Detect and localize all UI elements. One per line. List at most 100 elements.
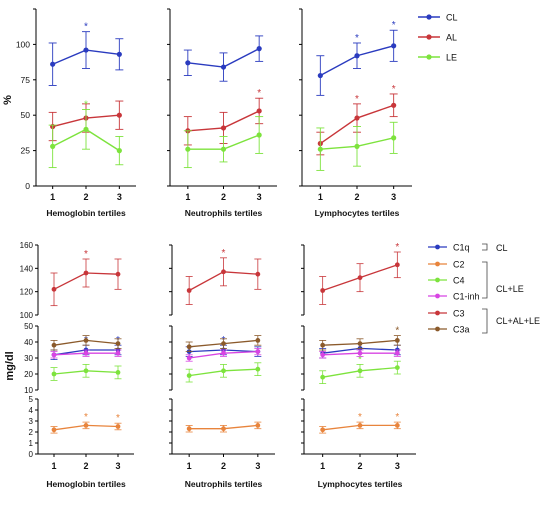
top-panel-2: 1 2 3 Neutrophils tertiles * — [167, 8, 277, 218]
series-c2 — [185, 421, 262, 433]
data-point — [83, 338, 89, 343]
legend-label: C3 — [453, 309, 465, 319]
data-point — [51, 371, 57, 377]
data-point — [50, 61, 56, 67]
series-cl: ** — [316, 20, 398, 96]
data-point — [186, 355, 192, 361]
group-bracket — [482, 308, 488, 334]
y-tick-label: 20 — [24, 370, 33, 379]
data-point — [255, 349, 261, 354]
data-point — [320, 427, 326, 433]
data-point — [115, 341, 121, 346]
top-panel-x-axis-label: Hemoglobin tertiles — [46, 208, 126, 218]
series-c4 — [50, 363, 122, 381]
x-tick-label: 3 — [391, 192, 396, 202]
series-c3a: * — [319, 326, 401, 351]
legend-label: C4 — [453, 276, 465, 286]
significance-marker: * — [392, 20, 396, 31]
top-y-axis-label: % — [2, 95, 14, 105]
data-point — [116, 148, 122, 154]
significance-marker: * — [358, 354, 362, 365]
x-tick-label: 1 — [320, 461, 325, 471]
x-tick-label: 3 — [115, 461, 120, 471]
y-tick-label: 100 — [16, 39, 30, 49]
data-point — [256, 108, 262, 114]
data-point — [394, 262, 400, 268]
legend-label: C1-inh — [453, 292, 480, 302]
data-point — [354, 143, 360, 149]
data-point — [83, 47, 89, 53]
top-panel-x-axis-label: Neutrophils tertiles — [185, 208, 263, 218]
significance-marker: * — [222, 248, 226, 259]
y-tick-label: 120 — [20, 288, 34, 297]
group-label: CL+AL+LE — [496, 316, 540, 326]
data-point — [115, 424, 121, 429]
significance-marker: * — [84, 100, 88, 111]
data-point — [357, 350, 363, 356]
bottom-legend: C1q C2 C4 C1-inh C3 C3a CL CL+LE CL+AL+LE — [428, 243, 540, 335]
data-point — [317, 146, 323, 152]
data-point — [255, 271, 261, 277]
group-label: CL+LE — [496, 284, 524, 294]
bottom-panel-x-axis-label: Neutrophils tertiles — [185, 479, 263, 489]
series-c3: * — [185, 248, 262, 305]
data-point — [185, 60, 191, 66]
series-cl — [183, 35, 264, 82]
data-point — [115, 271, 121, 277]
data-point — [51, 352, 57, 358]
data-point — [221, 269, 226, 275]
series-c2: * * — [319, 412, 401, 434]
data-point — [51, 286, 57, 292]
data-point — [320, 374, 326, 380]
data-point — [116, 112, 122, 118]
top-panel-1: 0 25 50 75 100 1 2 3 Hemoglobin tertiles * * — [16, 8, 136, 218]
legend-marker — [435, 293, 440, 299]
data-point — [186, 426, 192, 432]
data-point — [354, 115, 360, 121]
data-point — [317, 72, 323, 79]
x-tick-label: 2 — [357, 461, 362, 471]
significance-marker: * — [257, 88, 261, 99]
data-point — [221, 350, 226, 356]
y-tick-label: 75 — [21, 75, 31, 85]
x-tick-label: 1 — [50, 192, 55, 202]
group-label: CL — [496, 243, 508, 253]
data-point — [255, 338, 261, 343]
x-tick-label: 3 — [257, 192, 262, 202]
series-c1-inh — [319, 349, 401, 359]
bottom-panel-x-axis-label: Lymphocytes tertiles — [318, 479, 403, 489]
series-cl: * — [48, 22, 124, 86]
data-point — [320, 288, 326, 293]
x-tick-label: 1 — [318, 192, 323, 202]
significance-marker: * — [84, 22, 88, 33]
y-tick-label: 3 — [29, 417, 34, 426]
x-tick-label: 3 — [395, 461, 400, 471]
data-point — [83, 423, 89, 428]
series-c3a — [50, 335, 122, 351]
legend-label: C1q — [453, 243, 470, 253]
y-tick-label: 0 — [25, 181, 30, 191]
data-point — [83, 270, 89, 276]
series-le: * — [48, 100, 124, 169]
x-tick-label: 2 — [83, 192, 88, 202]
series-c1-inh — [50, 349, 122, 359]
x-tick-label: 2 — [221, 461, 226, 471]
legend-label: C2 — [453, 260, 465, 270]
x-tick-label: 3 — [255, 461, 260, 471]
data-point — [51, 427, 57, 433]
significance-marker: * — [84, 412, 88, 423]
data-point — [357, 368, 363, 374]
significance-marker: * — [358, 412, 362, 423]
data-point — [320, 352, 326, 358]
x-tick-label: 2 — [221, 192, 226, 202]
y-tick-label: 10 — [24, 386, 33, 395]
bottom-panel-x-axis-label: Hemoglobin tertiles — [46, 479, 126, 489]
y-tick-label: 4 — [29, 406, 34, 415]
top-legend: CL AL LE — [418, 13, 458, 63]
data-point — [186, 373, 192, 378]
y-tick-label: 140 — [20, 264, 34, 273]
y-tick-label: 50 — [24, 322, 33, 331]
